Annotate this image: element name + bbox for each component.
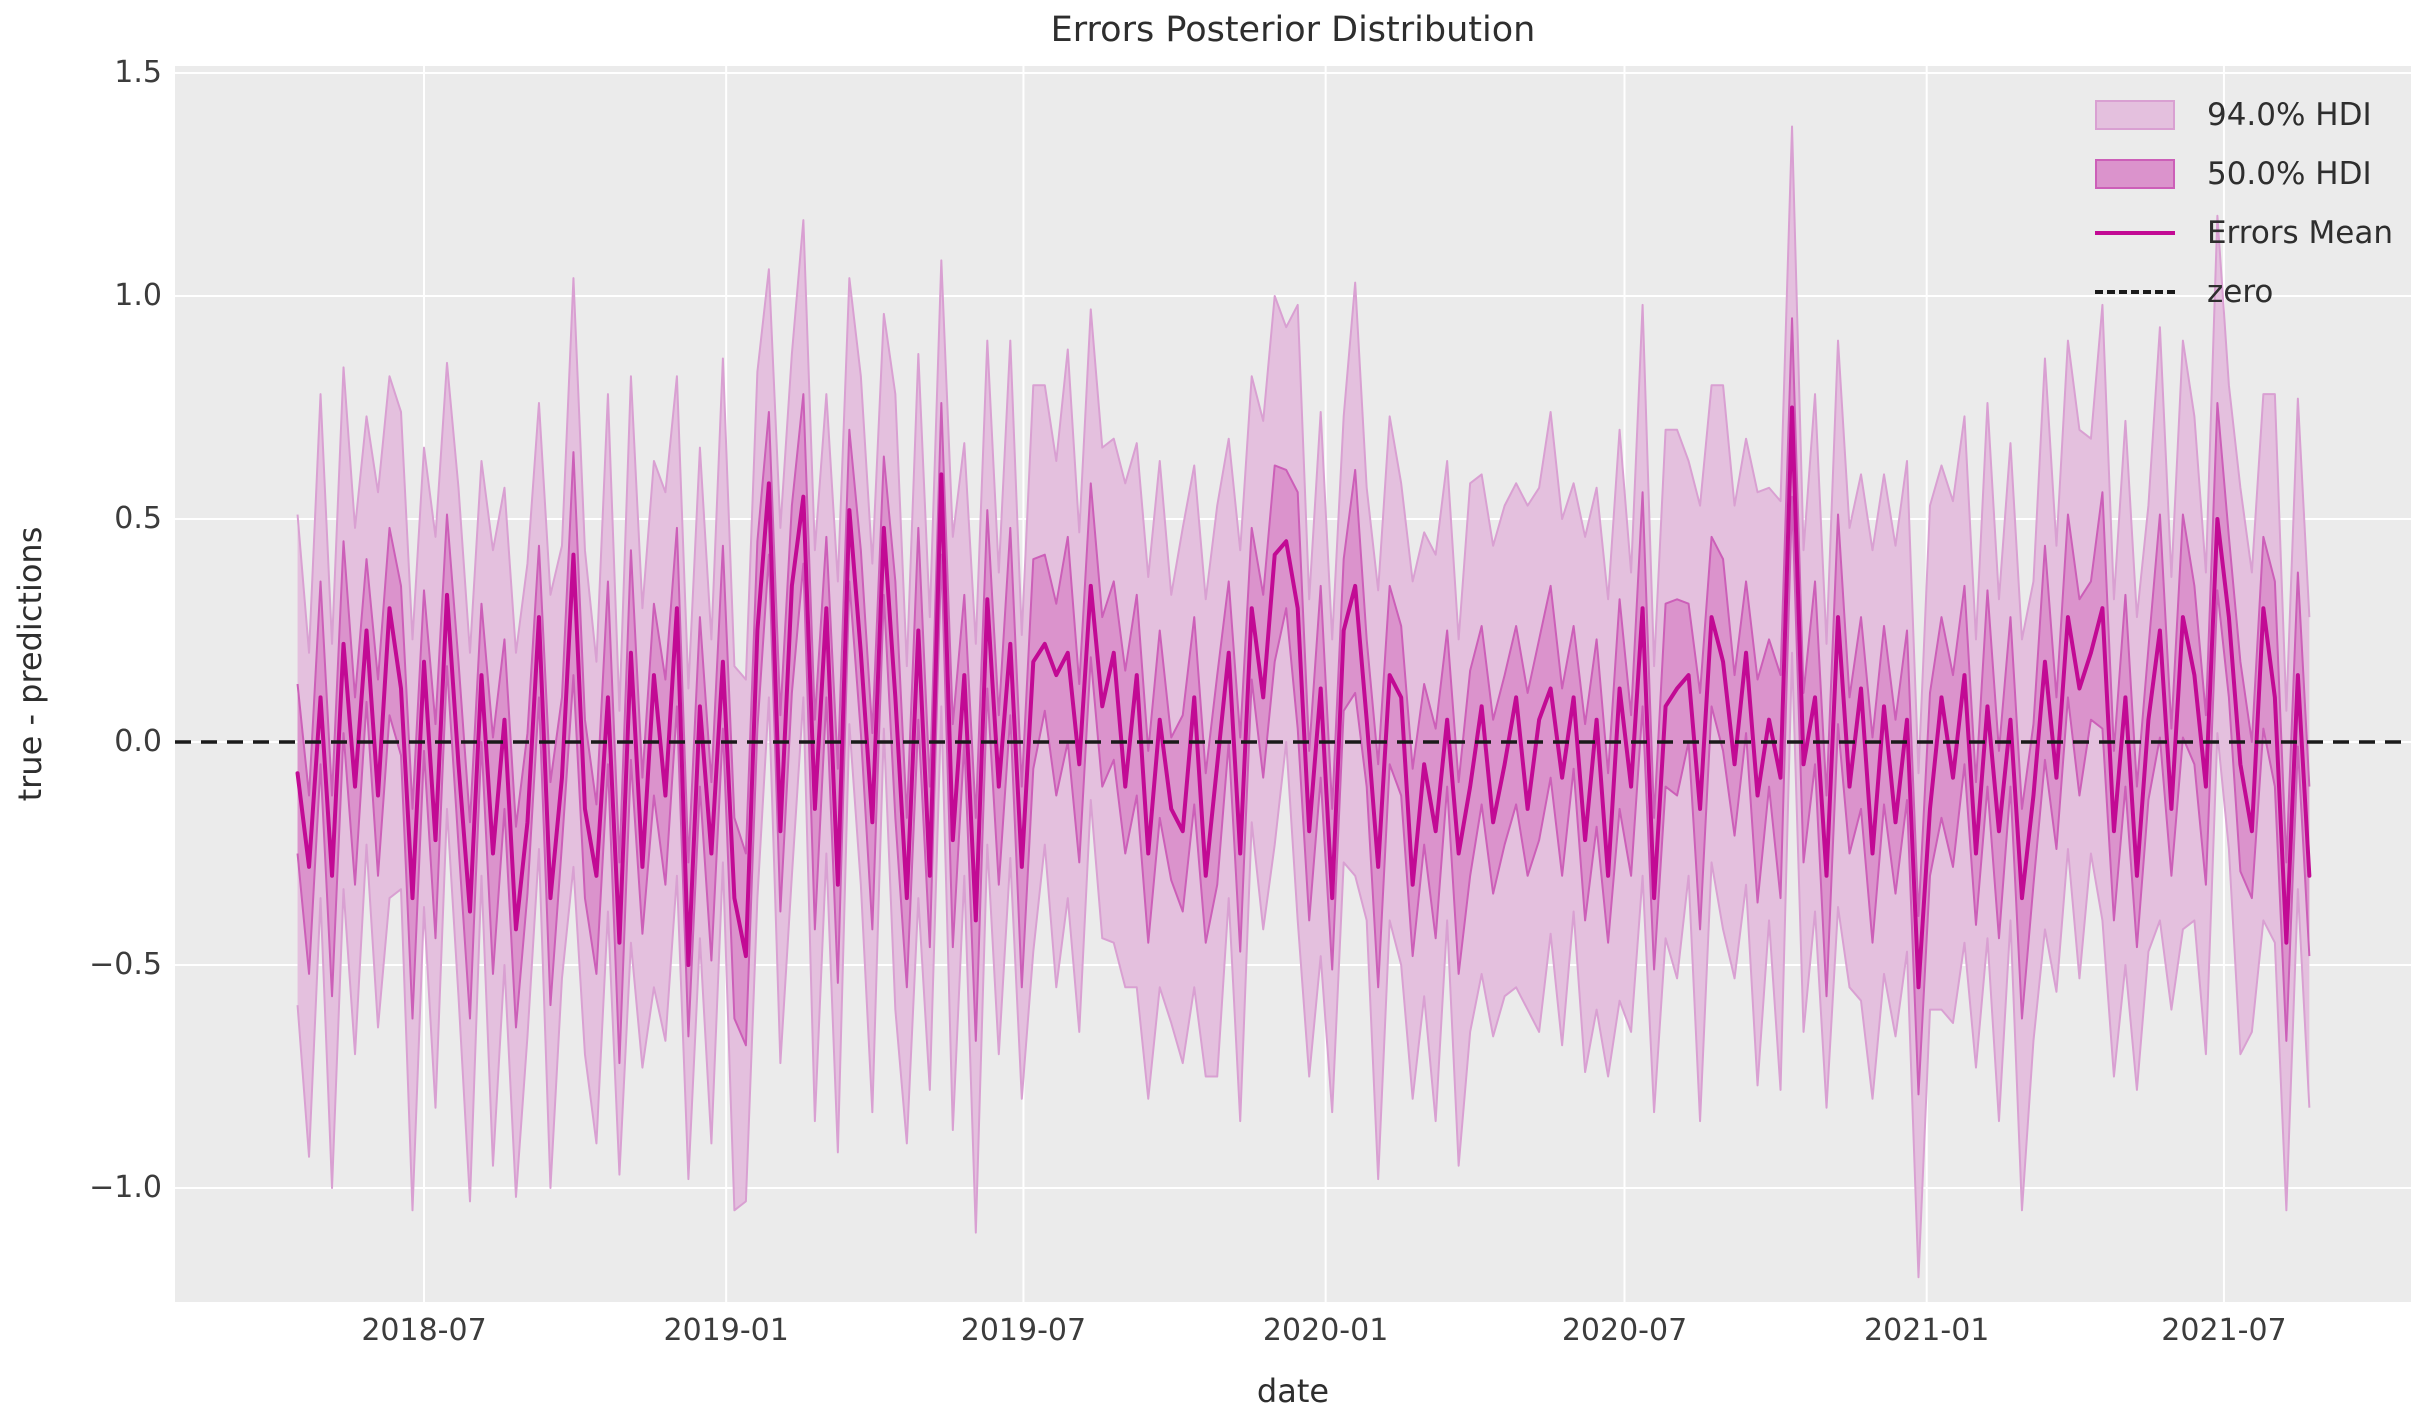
- y-tick-label: −1.0: [89, 1170, 162, 1205]
- x-tick-label: 2021-01: [1864, 1313, 1990, 1348]
- chart-title: Errors Posterior Distribution: [1050, 10, 1536, 50]
- hdi94-lower-edge: [296, 651, 2311, 1279]
- legend-item-zero: zero: [2094, 273, 2393, 311]
- x-tick-label: 2021-07: [2161, 1313, 2287, 1348]
- legend-item-hdi50: 50.0% HDI: [2094, 155, 2393, 193]
- legend-label: zero: [2206, 274, 2274, 310]
- legend-item-mean: Errors Mean: [2094, 214, 2393, 252]
- legend-label: 94.0% HDI: [2206, 97, 2372, 133]
- hdi94-sample-glyph: [2094, 100, 2175, 130]
- y-tick-label: 0.5: [114, 501, 162, 536]
- errors-mean-line: [295, 405, 2312, 990]
- zero-sample-glyph: [2094, 290, 2175, 294]
- legend-item-hdi94: 94.0% HDI: [2094, 96, 2393, 134]
- hdi50-upper-edge: [296, 317, 2311, 917]
- legend-swatch-hdi94-icon: [2094, 100, 2175, 130]
- legend-label: Errors Mean: [2206, 215, 2393, 251]
- y-tick-label: 1.5: [114, 55, 162, 90]
- y-tick-label: 1.0: [114, 278, 162, 313]
- legend-line-zero-icon: [2094, 290, 2175, 294]
- legend: 94.0% HDI 50.0% HDI Errors Mean zero: [2094, 96, 2393, 332]
- mean-sample-glyph: [2094, 231, 2175, 235]
- x-axis-label: date: [1256, 1372, 1330, 1410]
- x-tick-label: 2020-01: [1262, 1313, 1389, 1348]
- x-tick-label: 2019-01: [663, 1313, 789, 1348]
- y-axis-label: true - predictions: [11, 526, 49, 802]
- x-tick-label: 2020-07: [1561, 1313, 1688, 1348]
- x-tick-label: 2018-07: [361, 1313, 487, 1348]
- legend-label: 50.0% HDI: [2206, 156, 2372, 192]
- legend-line-mean-icon: [2094, 231, 2175, 235]
- x-tick-label: 2019-07: [960, 1313, 1087, 1348]
- hdi50-lower-edge: [296, 495, 2311, 1096]
- y-tick-label: −0.5: [89, 947, 162, 982]
- y-tick-label: 0.0: [114, 724, 162, 759]
- hdi50-sample-glyph: [2094, 159, 2175, 189]
- legend-swatch-hdi50-icon: [2094, 159, 2175, 189]
- hdi94-upper-edge: [296, 125, 2311, 775]
